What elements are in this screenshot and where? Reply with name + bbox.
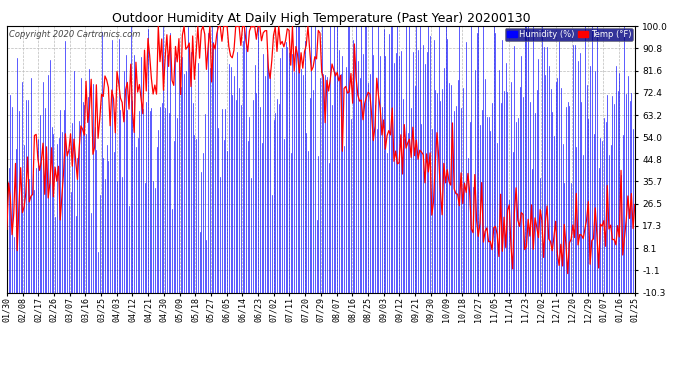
Legend: Humidity (%), Temp (°F): Humidity (%), Temp (°F) bbox=[505, 28, 633, 41]
Title: Outdoor Humidity At Daily High Temperature (Past Year) 20200130: Outdoor Humidity At Daily High Temperatu… bbox=[112, 12, 530, 25]
Text: Copyright 2020 Cartronics.com: Copyright 2020 Cartronics.com bbox=[9, 30, 140, 39]
